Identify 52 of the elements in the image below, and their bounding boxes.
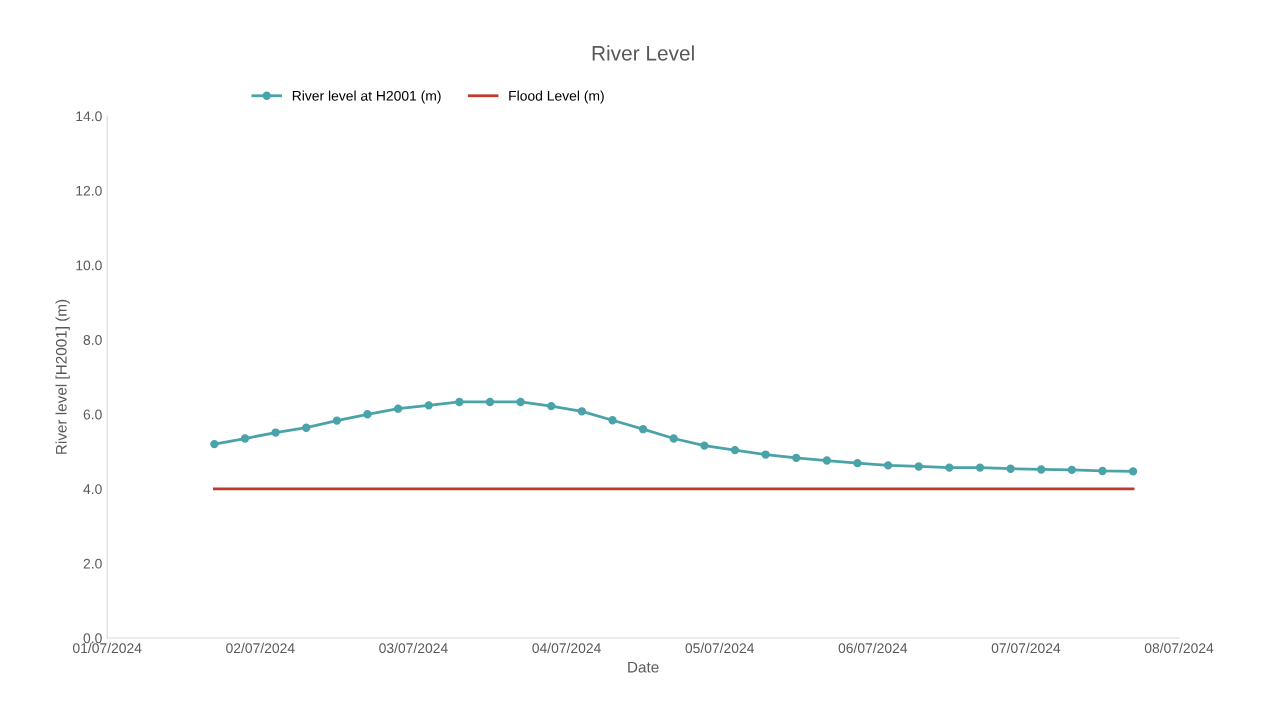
point	[761, 450, 770, 459]
point	[730, 445, 740, 455]
y-tick-label: 10.0	[76, 260, 102, 271]
point	[577, 407, 587, 416]
legend-label: Flood Level (m)	[509, 90, 604, 104]
point	[822, 456, 832, 465]
x-axis-title: Date	[628, 661, 659, 673]
point	[210, 439, 219, 449]
x-tick-label: 06/07/2024	[838, 642, 908, 654]
point	[914, 462, 923, 471]
point	[700, 441, 709, 450]
point	[455, 397, 464, 407]
point	[547, 401, 556, 411]
point	[271, 428, 280, 437]
x-tick-label: 01/07/2024	[72, 642, 142, 654]
x-tick-label: 07/07/2024	[991, 642, 1061, 654]
point	[240, 434, 250, 443]
y-tick-label: 2.0	[83, 558, 102, 569]
point	[363, 410, 372, 419]
point	[302, 423, 311, 432]
y-axis-title: River level [H2001] (m)	[55, 299, 70, 454]
point	[792, 453, 801, 463]
point	[1128, 467, 1138, 476]
y-tick-label: 0.0	[83, 633, 102, 644]
x-tick-label: 04/07/2024	[532, 642, 601, 654]
point	[638, 425, 648, 434]
point	[945, 463, 954, 472]
chart-title: River Level	[592, 45, 694, 61]
point	[608, 416, 617, 425]
point	[485, 397, 495, 407]
legend-label: River level at H2001 (m)	[292, 90, 441, 104]
point	[516, 397, 525, 407]
y-tick-label: 12.0	[76, 185, 102, 196]
y-tick-label: 4.0	[83, 484, 102, 495]
x-tick-label: 08/07/2024	[1144, 642, 1214, 654]
point	[1006, 464, 1015, 473]
point	[1098, 466, 1107, 476]
x-tick-label: 03/07/2024	[379, 642, 448, 654]
x-tick-label: 05/07/2024	[685, 642, 755, 654]
point	[853, 458, 862, 468]
y-tick-label: 8.0	[83, 335, 102, 345]
point	[669, 434, 678, 443]
y-tick-label: 6.0	[83, 409, 102, 420]
point	[393, 404, 403, 413]
point	[883, 461, 893, 470]
point	[332, 416, 342, 425]
point	[424, 401, 433, 410]
point	[975, 463, 985, 472]
y-tick-label: 14.0	[76, 111, 102, 122]
point	[1037, 465, 1046, 474]
x-tick-label: 02/07/2024	[226, 642, 295, 654]
point	[1067, 465, 1077, 475]
